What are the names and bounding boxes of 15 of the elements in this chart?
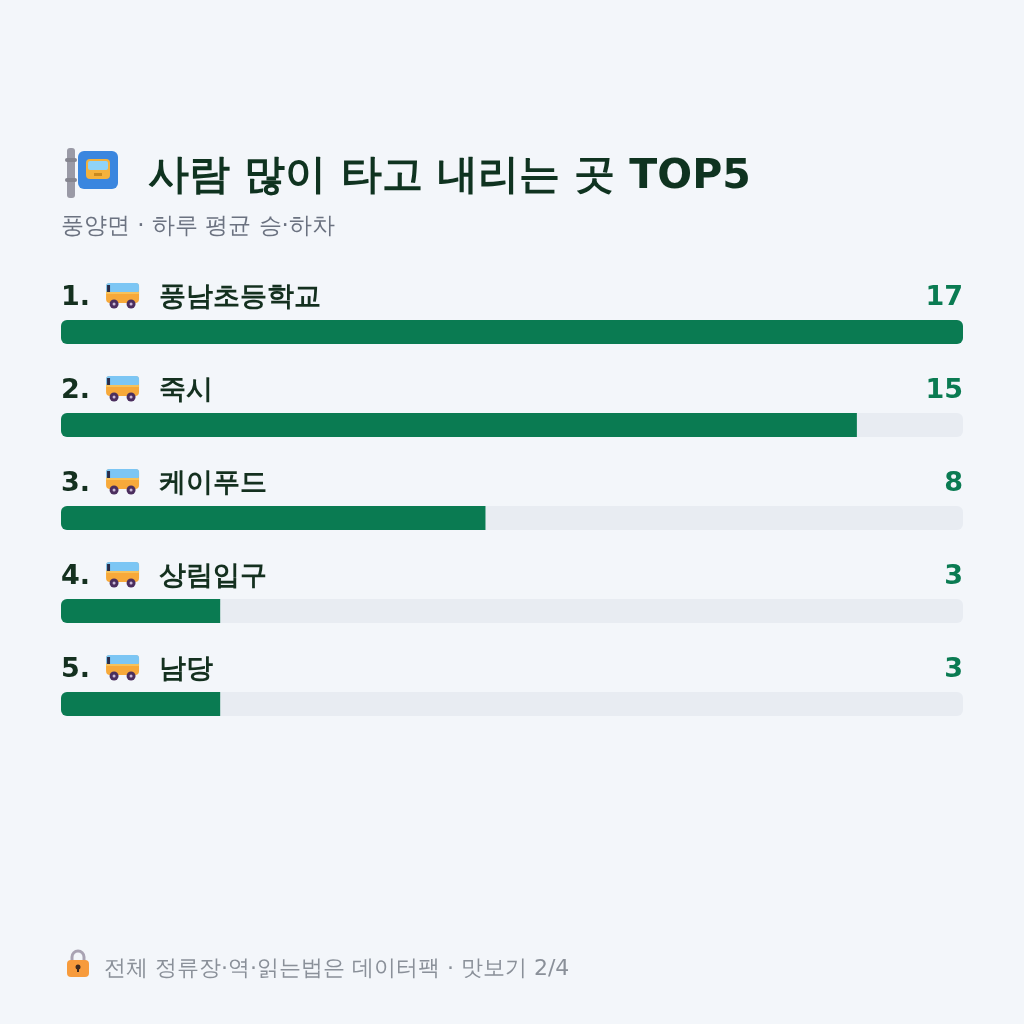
category-label: 2. 죽시 [61,373,214,404]
category-label: 1. 풍남초등학교 [61,280,322,311]
data-label: 8 [944,466,963,497]
chart-title: 사람 많이 타고 내리는 곳 TOP5 [148,150,751,198]
category-label: 5. 남당 [61,652,214,683]
text: 전체 정류장·역·읽는법은 데이터팩 · 맛보기 2/4 [104,955,570,980]
data-label: 17 [925,280,963,311]
category-label: 4. 상림입구 [61,559,268,590]
chart-subtitle: 풍양면 · 하루 평균 승·하차 [61,212,335,238]
data-label: 15 [925,373,963,404]
data-label: 3 [944,559,963,590]
bar [61,599,221,623]
bar [61,692,221,716]
category-label: 3. 케이푸드 [61,466,268,497]
data-label: 3 [944,652,963,683]
